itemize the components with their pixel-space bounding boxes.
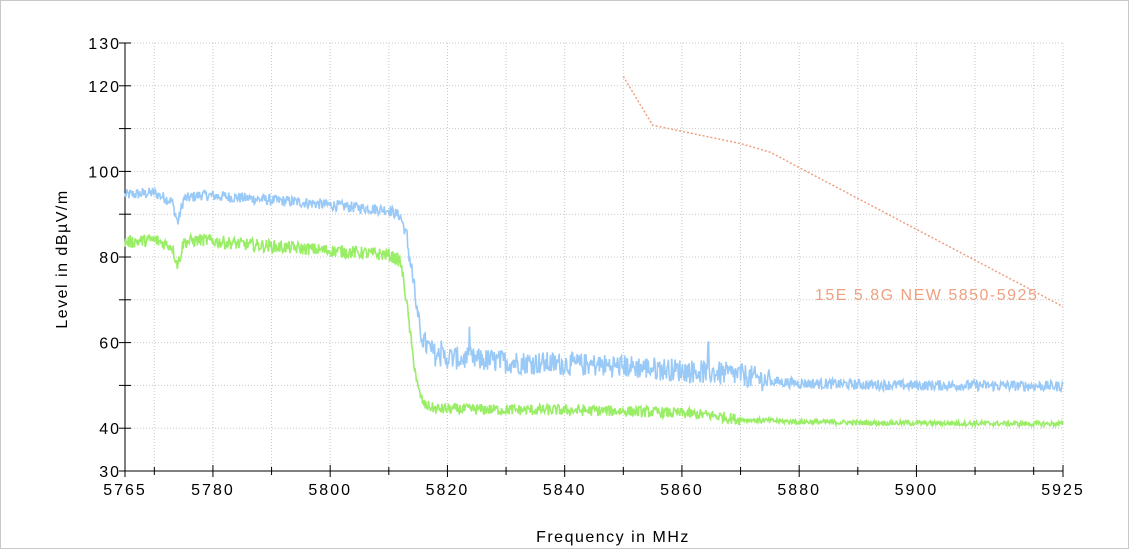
y-tick-label: 60 (99, 336, 121, 353)
x-tick-label: 5860 (660, 482, 704, 499)
axes (119, 42, 1064, 477)
y-tick-label: 130 (88, 36, 121, 53)
limit-line-label: 15E 5.8G NEW 5850-5925 (815, 287, 1038, 304)
peak-trace-line (124, 186, 1064, 394)
grid-lines (125, 42, 1064, 471)
x-tick-labels: 5765 5780 5800 5820 5840 5860 5880 5900 5925 (103, 482, 1085, 499)
x-tick-label: 5780 (191, 482, 235, 499)
x-tick-label: 5800 (308, 482, 352, 499)
limit-line (622, 76, 1064, 308)
x-tick-label: 5820 (426, 482, 470, 499)
x-tick-label: 5765 (103, 482, 147, 499)
x-tick-label: 5900 (895, 482, 939, 499)
x-tick-label: 5925 (1041, 482, 1085, 499)
y-tick-label: 40 (99, 421, 121, 438)
y-tick-label: 30 (99, 464, 121, 481)
x-tick-label: 5840 (543, 482, 587, 499)
x-axis-title: Frequency in MHz (536, 529, 690, 546)
y-tick-label: 120 (88, 79, 121, 96)
x-tick-label: 5880 (777, 482, 821, 499)
average-trace-line (124, 232, 1064, 430)
series-lines (124, 186, 1064, 430)
y-axis-title: Level in dBµV/m (54, 189, 71, 328)
limit-line-group: 15E 5.8G NEW 5850-5925 (622, 76, 1064, 308)
y-tick-label: 80 (99, 250, 121, 267)
y-tick-label: 100 (88, 164, 121, 181)
y-tick-labels: 30 40 60 80 100 120 130 (88, 36, 121, 481)
